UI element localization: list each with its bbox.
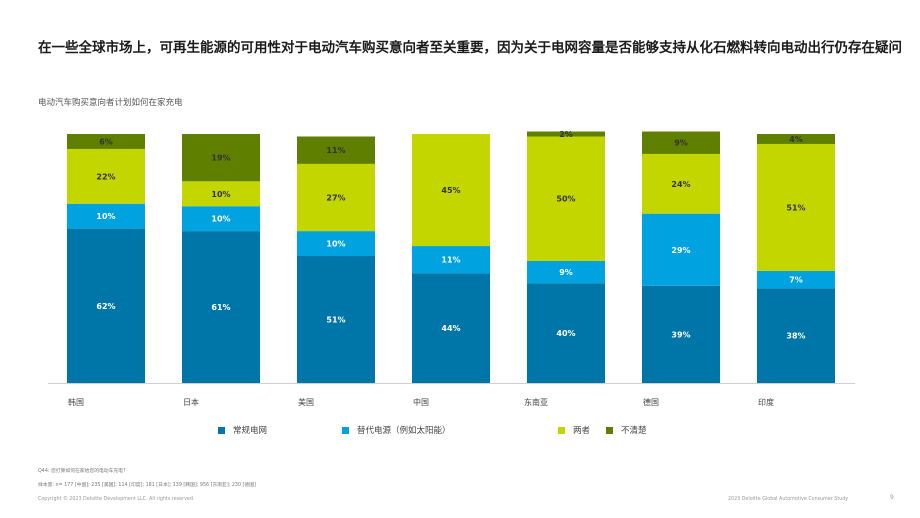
bar-segment [67,228,145,383]
legend-swatch [606,426,613,434]
data-label: 10% [96,212,115,221]
bar-segment [527,260,605,284]
legend-label: 替代电源（例如太阳能） [357,426,451,436]
x-tick-label: 中国 [413,397,429,407]
x-tick-label: 日本 [183,397,199,407]
bar-segment [412,246,490,274]
x-tick-label: 印度 [758,397,774,407]
data-label: 29% [671,246,690,255]
stacked-bar-chart: 62% 10% 22% 6% 韩国 61% 10% 10% 19% 日本 51% 10% 27% 11% 美… [48,130,855,407]
data-label: 61% [211,303,230,312]
bar-segment [182,231,260,383]
bar-segment [527,283,605,383]
x-tick-label: 美国 [298,397,314,407]
bar-segment [642,213,720,286]
question-note: Q44: 您打算如何在家给您的电动车充电? [38,469,126,474]
legend-label: 不清楚 [621,426,647,436]
data-label: 11% [326,146,345,155]
bar-segment [757,288,835,383]
data-label: 9% [559,268,573,277]
bar-segment [412,273,490,383]
x-tick-label: 韩国 [68,397,84,407]
chart-legend: 常规电网 替代电源（例如太阳能） 两者 不清楚 [0,424,920,438]
data-label: 6% [99,137,113,146]
bar-segment [297,136,375,164]
legend-item: 常规电网 [218,424,267,436]
bar-segment [527,136,605,261]
data-label: 45% [441,186,460,195]
bar-segment [642,285,720,383]
data-label: 22% [96,172,115,181]
page-headline: 在一些全球市场上，可再生能源的可用性对于电动汽车购买意向者至关重要，因为关于电网… [38,40,902,56]
data-label: 4% [789,135,803,144]
legend-swatch [342,426,349,434]
bar-segment [297,256,375,383]
bar-segment [757,143,835,271]
bar-segment [182,206,260,232]
legend-swatch [558,426,565,434]
data-label: 10% [326,240,345,249]
data-label: 51% [786,203,805,212]
legend-label: 两者 [573,426,591,436]
bar-segment [527,131,605,137]
data-label: 24% [671,180,690,189]
copyright-text: Copyright © 2023 Deloitte Development LL… [38,497,195,502]
data-label: 19% [211,154,230,163]
data-label: 40% [556,329,575,338]
study-name: 2023 Deloitte Global Automotive Consumer… [728,497,849,502]
legend-swatch [218,426,225,434]
legend-label: 常规电网 [233,426,268,436]
bar-segment [182,181,260,207]
bar-segment [757,134,835,144]
bar-segment [297,231,375,257]
legend-item: 替代电源（例如太阳能） [342,424,451,436]
bar-segment [67,148,145,204]
bar-segment [642,131,720,154]
sample-size-note: 样本量: n= 177 [中国]; 235 [美国]; 114 [印度]; 18… [38,483,256,488]
x-tick-label: 东南亚 [524,397,548,407]
bar-segment [412,134,490,247]
data-label: 27% [326,193,345,202]
data-label: 38% [786,332,805,341]
chart-title: 电动汽车购买意向者计划如何在家充电 [38,98,183,108]
data-label: 39% [671,330,690,339]
data-label: 51% [326,316,345,325]
data-label: 9% [674,139,688,148]
legend-item: 不清楚 [606,424,647,436]
data-label: 62% [96,302,115,311]
bar-segment [297,163,375,232]
page-number: 9 [890,494,894,501]
data-label: 10% [211,190,230,199]
bar-segment [67,134,145,149]
data-label: 10% [211,215,230,224]
data-label: 11% [441,256,460,265]
bar-segment [67,203,145,229]
data-label: 44% [441,324,460,333]
x-tick-label: 德国 [643,397,659,407]
data-label: 7% [789,276,803,285]
data-label: 2% [559,130,573,139]
bar-segment [757,270,835,289]
bar-segment [642,153,720,214]
bar-segment [182,134,260,182]
data-label: 50% [556,195,575,204]
legend-item: 两者 [558,424,590,436]
